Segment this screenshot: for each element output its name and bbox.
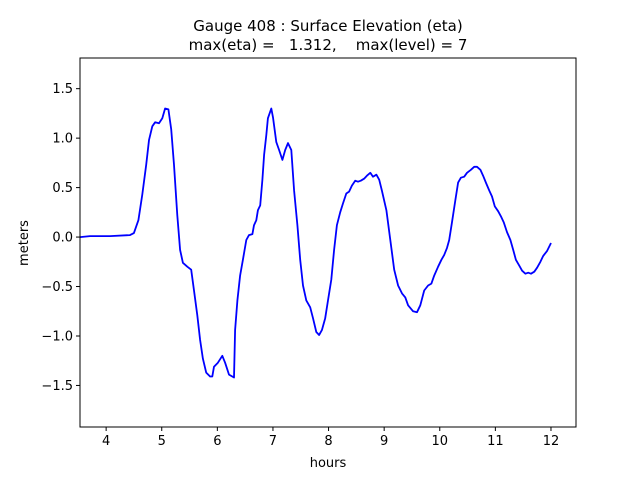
y-axis: −1.5 −1.0 −0.5 0.0 0.5 1.0 1.5: [41, 82, 80, 394]
x-tick-label: 6: [213, 434, 221, 449]
y-tick-label: −1.5: [41, 379, 73, 394]
x-tick-label: 10: [431, 434, 448, 449]
x-axis: 4 5 6 7 8 9 10 11 12: [102, 427, 559, 449]
x-tick-label: 11: [487, 434, 504, 449]
plot-frame: [79, 57, 577, 428]
x-tick-label: 7: [269, 434, 277, 449]
chart-subtitle: max(eta) = 1.312, max(level) = 7: [189, 36, 468, 54]
x-tick-label: 9: [380, 434, 388, 449]
y-tick-label: 1.0: [52, 132, 73, 147]
y-tick-label: 0.5: [52, 181, 73, 196]
y-tick-label: 0.0: [52, 231, 73, 246]
x-tick-label: 8: [324, 434, 332, 449]
y-axis-label: meters: [17, 220, 32, 266]
chart-title: Gauge 408 : Surface Elevation (eta): [193, 17, 462, 35]
y-tick-label: −1.0: [41, 329, 73, 344]
y-tick-label: 1.5: [52, 82, 73, 97]
x-tick-label: 5: [158, 434, 166, 449]
x-axis-label: hours: [310, 456, 347, 471]
series-line: [79, 107, 552, 379]
x-tick-label: 4: [102, 434, 110, 449]
y-tick-label: −0.5: [41, 280, 73, 295]
x-tick-label: 12: [543, 434, 560, 449]
